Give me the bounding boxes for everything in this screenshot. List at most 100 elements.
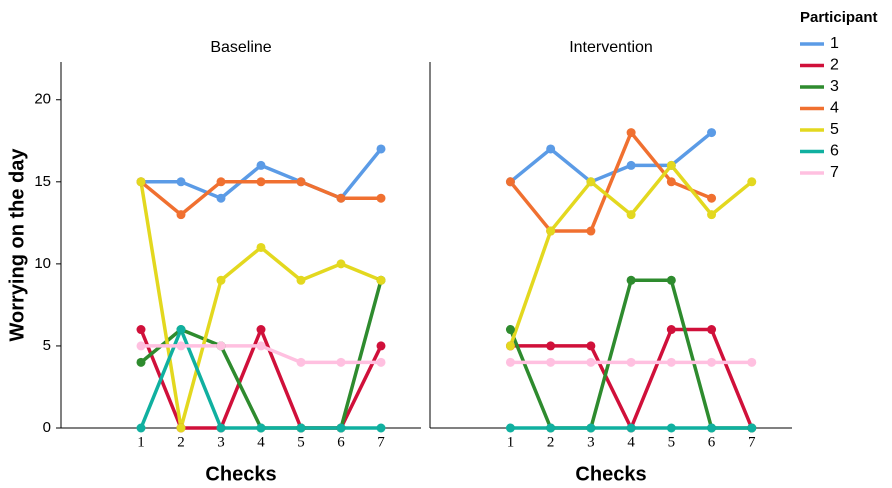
x-tick-label: 1 bbox=[137, 434, 145, 450]
data-point bbox=[707, 357, 717, 367]
data-point bbox=[176, 341, 186, 351]
data-point bbox=[256, 325, 266, 335]
y-tick-label: 10 bbox=[34, 255, 51, 272]
data-point bbox=[136, 177, 146, 187]
data-point bbox=[707, 423, 717, 433]
data-point bbox=[336, 357, 346, 367]
data-point bbox=[376, 193, 386, 203]
data-point bbox=[376, 341, 386, 351]
data-point bbox=[586, 357, 596, 367]
data-point bbox=[546, 357, 556, 367]
data-point bbox=[176, 423, 186, 433]
x-tick-label: 7 bbox=[748, 434, 756, 450]
data-point bbox=[626, 357, 636, 367]
data-point bbox=[666, 177, 676, 187]
data-point bbox=[256, 160, 266, 170]
data-point bbox=[666, 160, 676, 170]
x-tick-label: 5 bbox=[297, 434, 305, 450]
series-line bbox=[509, 130, 713, 233]
data-point bbox=[256, 177, 266, 187]
data-point bbox=[747, 423, 757, 433]
data-point bbox=[586, 226, 596, 236]
data-point bbox=[546, 423, 556, 433]
y-tick-label: 0 bbox=[43, 419, 51, 436]
data-point bbox=[626, 423, 636, 433]
data-point bbox=[586, 177, 596, 187]
data-point bbox=[546, 144, 556, 154]
data-point bbox=[136, 325, 146, 335]
data-point bbox=[296, 423, 306, 433]
x-tick-label: 2 bbox=[547, 434, 555, 450]
x-tick-label: 4 bbox=[257, 434, 265, 450]
legend-label: 1 bbox=[830, 35, 839, 52]
data-point bbox=[707, 325, 717, 335]
y-tick-label: 5 bbox=[43, 337, 51, 354]
panel-title: Baseline bbox=[210, 39, 271, 56]
data-point bbox=[376, 423, 386, 433]
data-point bbox=[216, 177, 226, 187]
data-point bbox=[626, 275, 636, 285]
data-point bbox=[505, 341, 515, 351]
legend-title: Participant bbox=[800, 9, 878, 26]
x-tick-label: 2 bbox=[177, 434, 185, 450]
legend-label: 6 bbox=[830, 143, 839, 160]
data-point bbox=[666, 275, 676, 285]
x-tick-label: 7 bbox=[377, 434, 385, 450]
series-line bbox=[141, 147, 383, 200]
data-point bbox=[626, 128, 636, 138]
legend-label: 2 bbox=[830, 57, 839, 74]
x-tick-label: 6 bbox=[708, 434, 716, 450]
data-point bbox=[136, 423, 146, 433]
data-point bbox=[747, 177, 757, 187]
data-point bbox=[256, 242, 266, 252]
panel-title: Intervention bbox=[569, 39, 653, 56]
y-tick-label: 20 bbox=[34, 91, 51, 108]
data-point bbox=[505, 357, 515, 367]
data-point bbox=[505, 423, 515, 433]
data-point bbox=[216, 341, 226, 351]
series-line bbox=[139, 181, 382, 430]
data-point bbox=[296, 177, 306, 187]
legend-label: 3 bbox=[830, 78, 839, 95]
x-axis-label: Checks bbox=[205, 463, 276, 485]
data-point bbox=[176, 325, 186, 335]
data-point bbox=[176, 210, 186, 220]
series-line bbox=[508, 163, 753, 347]
data-point bbox=[586, 423, 596, 433]
data-point bbox=[376, 357, 386, 367]
data-point bbox=[546, 226, 556, 236]
legend-label: 7 bbox=[830, 164, 839, 181]
data-point bbox=[376, 275, 386, 285]
data-point bbox=[216, 423, 226, 433]
data-point bbox=[336, 259, 346, 269]
legend-label: 5 bbox=[830, 121, 839, 138]
data-point bbox=[546, 341, 556, 351]
x-tick-label: 3 bbox=[217, 434, 225, 450]
data-point bbox=[336, 423, 346, 433]
data-point bbox=[586, 341, 596, 351]
data-point bbox=[666, 423, 676, 433]
data-point bbox=[256, 341, 266, 351]
x-axis-label: Checks bbox=[575, 463, 646, 485]
data-point bbox=[176, 177, 186, 187]
x-tick-label: 4 bbox=[627, 434, 635, 450]
data-point bbox=[626, 160, 636, 170]
data-point bbox=[256, 423, 266, 433]
data-point bbox=[376, 144, 386, 154]
data-point bbox=[626, 210, 636, 220]
data-point bbox=[296, 275, 306, 285]
x-tick-label: 5 bbox=[668, 434, 676, 450]
data-point bbox=[747, 357, 757, 367]
x-tick-label: 1 bbox=[507, 434, 515, 450]
data-point bbox=[136, 341, 146, 351]
data-point bbox=[505, 325, 515, 335]
data-point bbox=[216, 275, 226, 285]
y-tick-label: 15 bbox=[34, 173, 51, 190]
data-point bbox=[336, 193, 346, 203]
series-line bbox=[509, 131, 713, 184]
legend-label: 4 bbox=[830, 100, 839, 117]
data-point bbox=[505, 177, 515, 187]
data-point bbox=[136, 357, 146, 367]
data-point bbox=[707, 128, 717, 138]
